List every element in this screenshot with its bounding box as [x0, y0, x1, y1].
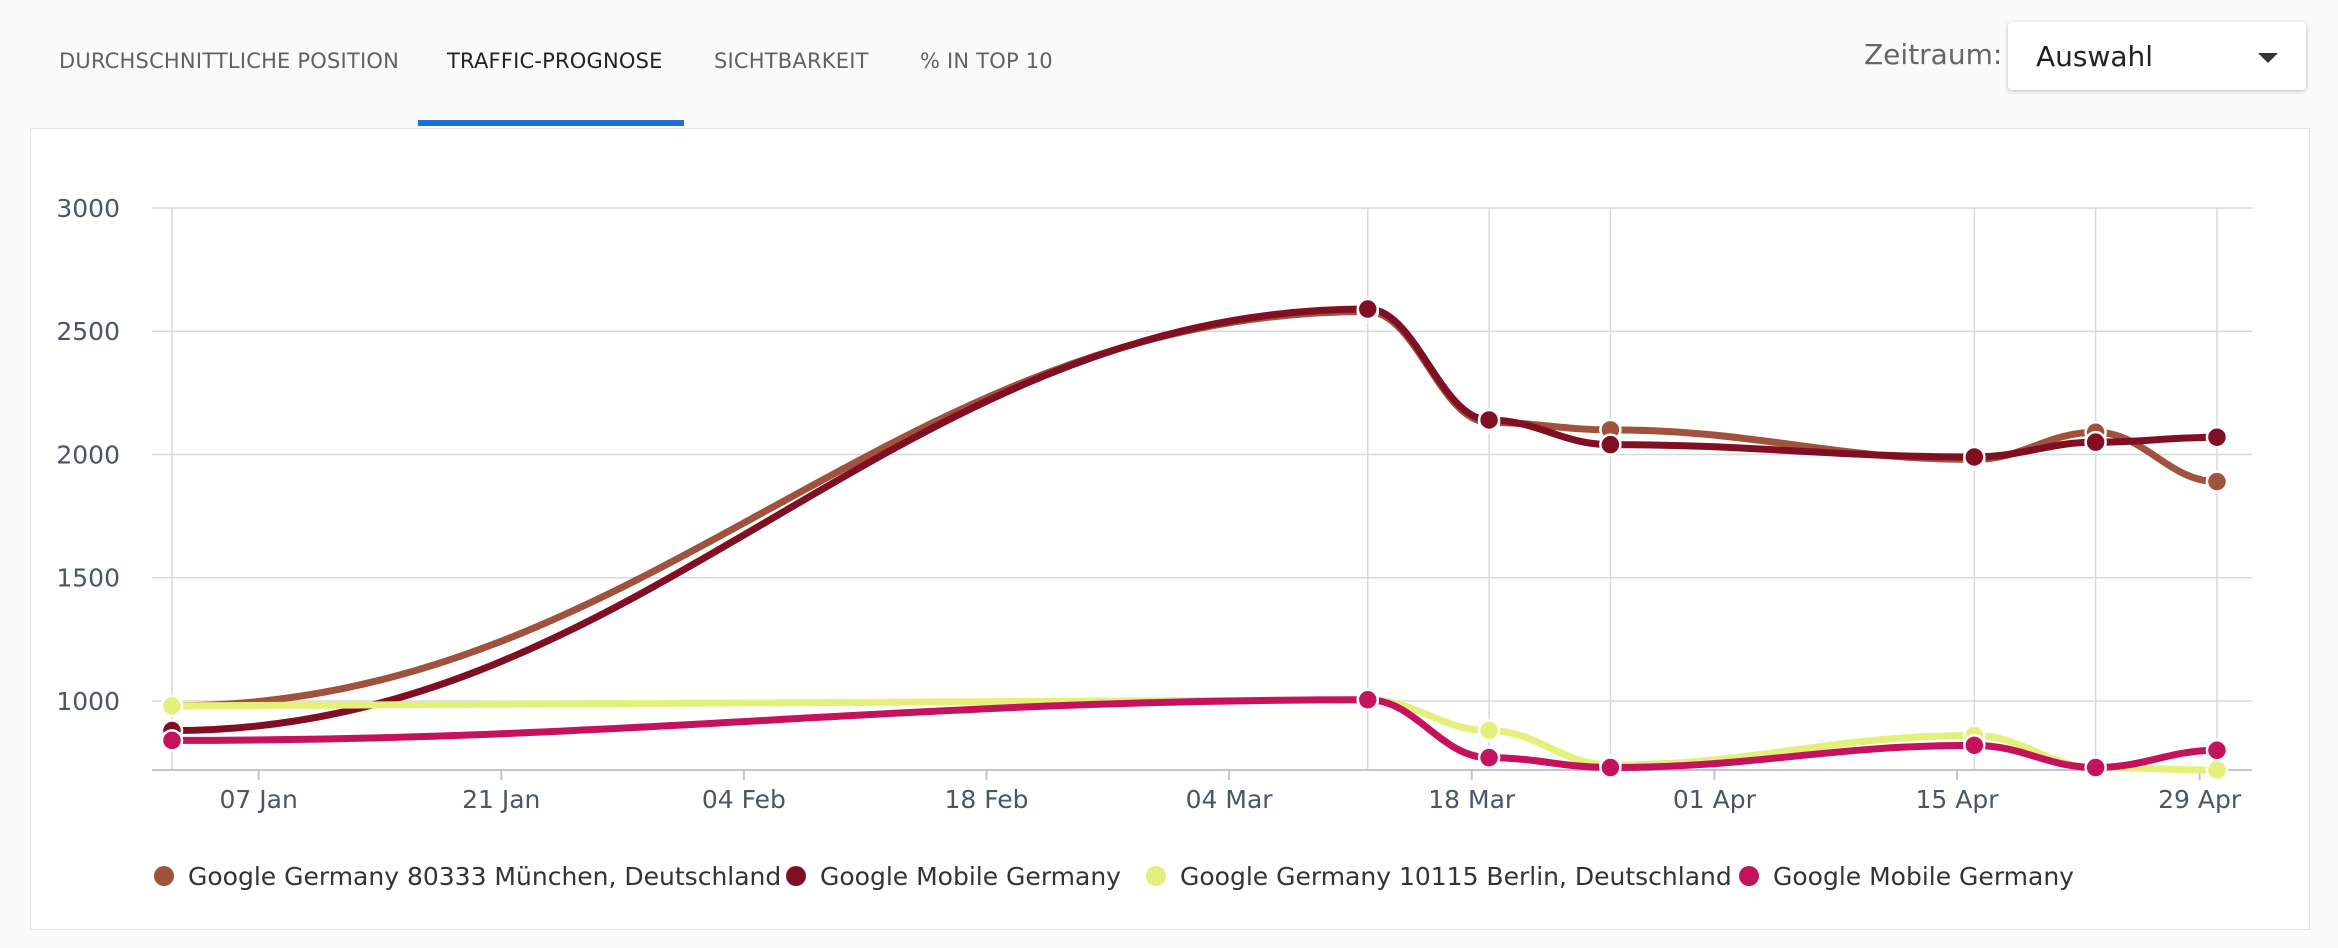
legend-label: Google Mobile Germany — [1773, 861, 2074, 891]
chevron-down-icon — [2258, 53, 2278, 63]
legend-marker — [1739, 866, 1759, 886]
legend-item-3[interactable]: Google Germany 10115 Berlin, Deutschland — [1146, 856, 1732, 896]
data-point[interactable] — [1356, 688, 1380, 711]
x-tick-label: 01 Apr — [1673, 785, 1757, 814]
data-point[interactable] — [1477, 408, 1501, 432]
active-tab-indicator — [418, 120, 684, 126]
y-tick-label: 1500 — [56, 564, 120, 593]
y-tick-label: 1000 — [56, 687, 120, 716]
y-axis: 1000 1500 2000 2500 3000 — [56, 194, 120, 716]
period-select-value: Auswahl — [2036, 40, 2154, 73]
y-tick-label: 2500 — [56, 317, 120, 346]
x-axis: 07 Jan 21 Jan 04 Feb 18 Feb 04 Mar 18 Mar 01 A… — [220, 770, 2242, 814]
legend-marker — [1146, 866, 1166, 886]
y-tick-label: 3000 — [56, 194, 120, 223]
series-4 — [168, 696, 2221, 772]
legend-label: Google Germany 10115 Berlin, Deutschland — [1180, 861, 1732, 891]
x-tick-label: 18 Feb — [944, 785, 1028, 814]
data-point[interactable] — [2205, 425, 2229, 449]
data-point[interactable] — [2205, 739, 2229, 762]
legend-label: Google Germany 80333 München, Deutschlan… — [188, 861, 782, 891]
y-tick-label: 2000 — [56, 440, 120, 469]
series-line — [168, 696, 2221, 772]
x-tick-label: 18 Mar — [1428, 785, 1516, 814]
chart-grid — [152, 207, 2252, 771]
x-tick-label: 15 Apr — [1915, 785, 1999, 814]
legend-label: Google Mobile Germany — [820, 861, 1121, 891]
x-tick-label: 29 Apr — [2158, 785, 2242, 814]
data-point[interactable] — [2205, 470, 2229, 493]
legend-item-2[interactable]: Google Mobile Germany — [786, 856, 1121, 896]
series-line — [168, 308, 2221, 710]
data-point[interactable] — [160, 694, 184, 718]
data-point[interactable] — [1599, 433, 1622, 456]
data-point[interactable] — [1599, 756, 1622, 779]
tab-sichtbarkeit[interactable]: SICHTBARKEIT — [714, 49, 869, 73]
series-2 — [168, 305, 2221, 735]
period-select[interactable]: Auswahl — [2008, 22, 2306, 90]
period-label: Zeitraum: — [1864, 38, 2003, 71]
x-tick-label: 04 Feb — [702, 785, 786, 814]
legend-marker — [154, 866, 174, 886]
data-point[interactable] — [160, 729, 184, 752]
tab-bar: DURCHSCHNITTLICHE POSITION TRAFFIC-PROGN… — [0, 0, 1900, 126]
data-point[interactable] — [1963, 445, 1986, 469]
tab-durchschnittliche-position[interactable]: DURCHSCHNITTLICHE POSITION — [59, 49, 399, 73]
data-point[interactable] — [2084, 756, 2107, 779]
series-line — [168, 305, 2221, 735]
x-tick-label: 04 Mar — [1186, 785, 1274, 814]
tab-in-top-10[interactable]: % IN TOP 10 — [920, 49, 1053, 73]
legend-item-4[interactable]: Google Mobile Germany — [1739, 856, 2074, 896]
data-point[interactable] — [1477, 746, 1501, 769]
chart-card — [30, 128, 2310, 930]
legend-item-1[interactable]: Google Germany 80333 München, Deutschlan… — [154, 856, 781, 896]
data-point[interactable] — [1477, 719, 1501, 742]
data-point[interactable] — [2084, 430, 2107, 454]
data-point[interactable] — [1963, 734, 1986, 757]
chart-series — [160, 297, 2229, 782]
data-point[interactable] — [1356, 297, 1380, 321]
data-point[interactable] — [2205, 758, 2229, 782]
chart-legend: Google Germany 80333 München, Deutschlan… — [0, 856, 2338, 896]
x-tick-label: 21 Jan — [462, 785, 540, 814]
tab-traffic-prognose[interactable]: TRAFFIC-PROGNOSE — [447, 49, 663, 73]
series-1 — [168, 308, 2221, 710]
x-tick-label: 07 Jan — [220, 785, 298, 814]
legend-marker — [786, 866, 806, 886]
